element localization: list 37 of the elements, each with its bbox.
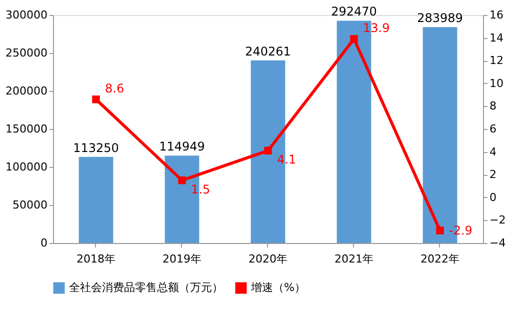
y2-tick-label: 14 — [490, 31, 504, 44]
y2-tick-label: 0 — [490, 190, 496, 204]
y2-tick-label: 10 — [490, 76, 504, 90]
y2-tick-label: 16 — [490, 8, 504, 22]
y2-tick-label: 4 — [490, 145, 496, 158]
bar — [78, 156, 114, 243]
y-tick-label: 250000 — [6, 46, 48, 60]
x-tick-label: 2021年 — [334, 252, 374, 266]
y-tick-label: 100000 — [6, 160, 48, 174]
point — [264, 146, 272, 155]
y-tick-label: 200000 — [6, 84, 48, 98]
y-tick-label: 50000 — [12, 198, 48, 212]
legend-label: 增速（%） — [250, 281, 306, 294]
x-tick-label: 2020年 — [248, 252, 288, 266]
point — [436, 226, 444, 234]
y-tick-label: 300000 — [6, 8, 48, 22]
point — [178, 176, 186, 184]
y2-tick-label: −4 — [490, 236, 506, 250]
data-label: 8.6 — [105, 81, 124, 96]
y-tick-label: 0 — [40, 236, 48, 250]
legend-label: 全社会消费品零售总额（万元） — [69, 281, 223, 294]
data-label: 283989 — [417, 11, 463, 26]
point — [92, 95, 100, 104]
data-label: 114949 — [159, 140, 205, 154]
x-tick-label: 2018年 — [76, 252, 116, 266]
data-label: 292470 — [331, 4, 377, 19]
point — [350, 35, 358, 43]
data-label: 240261 — [245, 44, 291, 58]
y2-tick-label: 8 — [490, 100, 496, 113]
data-label: 113250 — [73, 140, 119, 155]
y2-tick-label: 6 — [490, 122, 496, 136]
x-tick-label: 2019年 — [162, 252, 202, 266]
y2-tick-label: 2 — [490, 168, 496, 182]
y-tick-label: 150000 — [6, 122, 48, 136]
y2-tick-label: −2 — [490, 214, 506, 227]
y2-tick-label: 12 — [490, 54, 504, 68]
x-tick-label: 2022年 — [420, 252, 460, 266]
